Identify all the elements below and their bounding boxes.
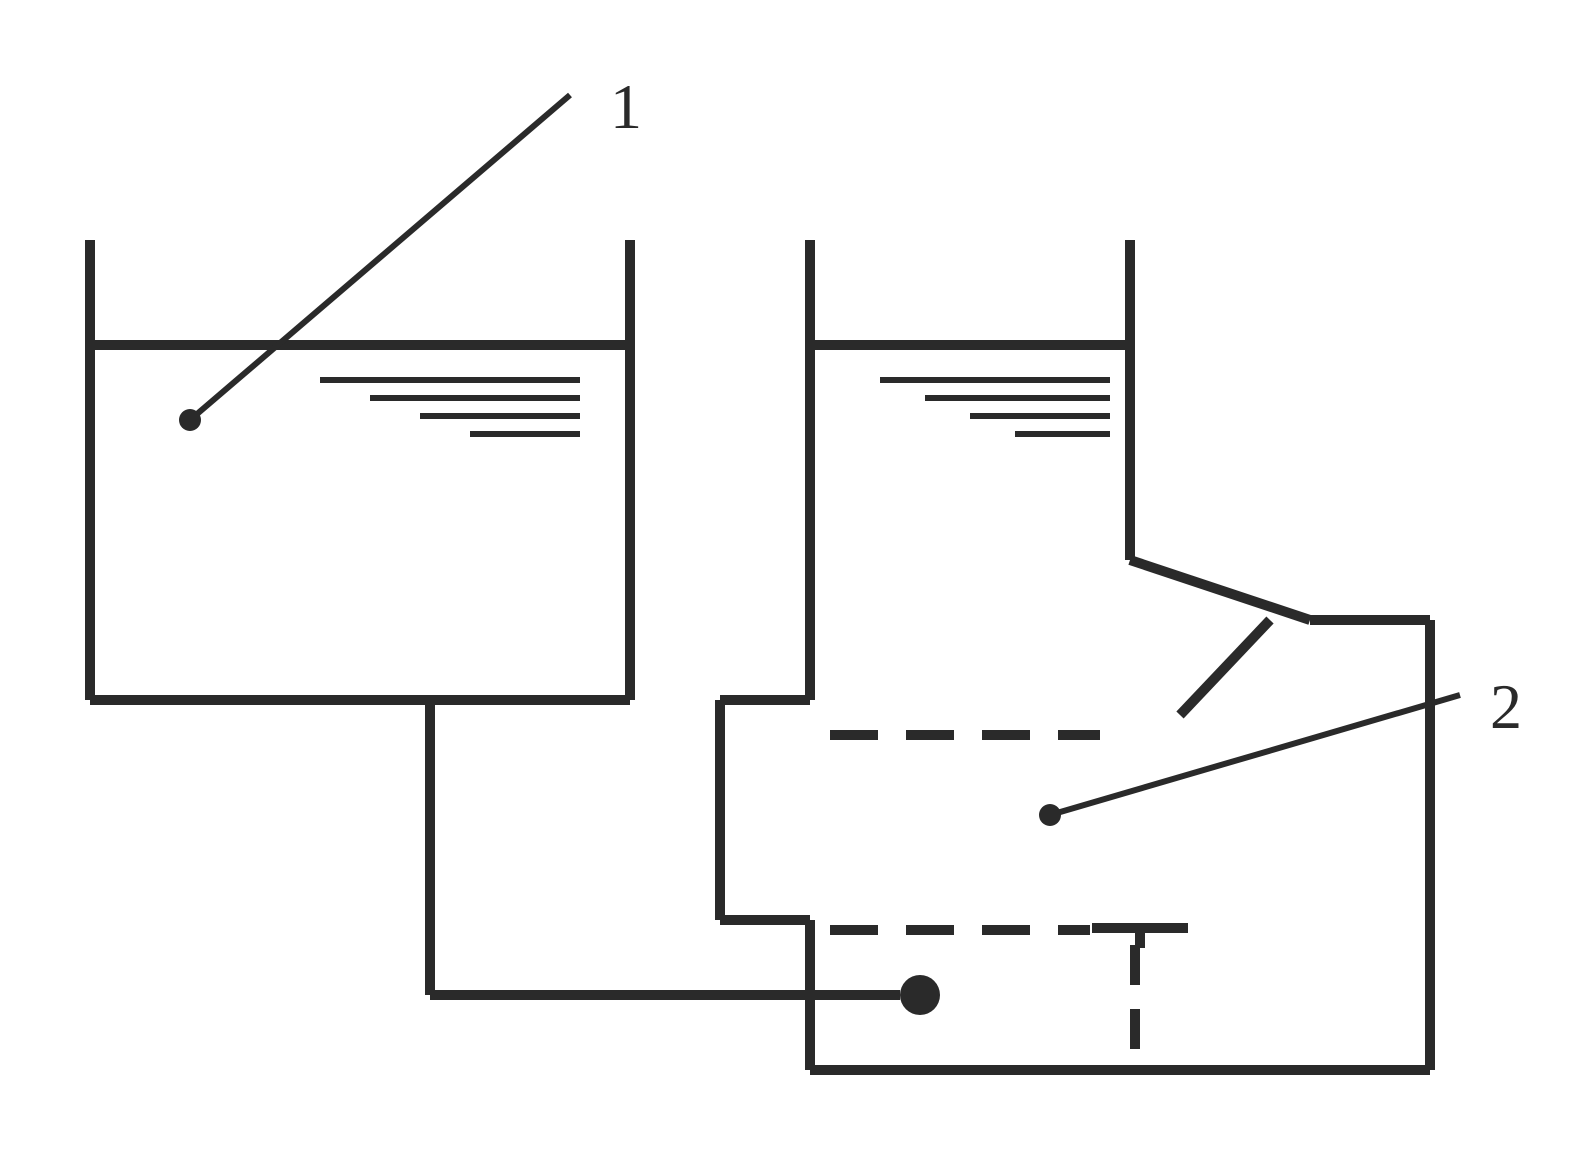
label-2: 2 [1490,670,1522,744]
diagram-canvas [0,0,1576,1168]
label-1: 1 [610,70,642,144]
